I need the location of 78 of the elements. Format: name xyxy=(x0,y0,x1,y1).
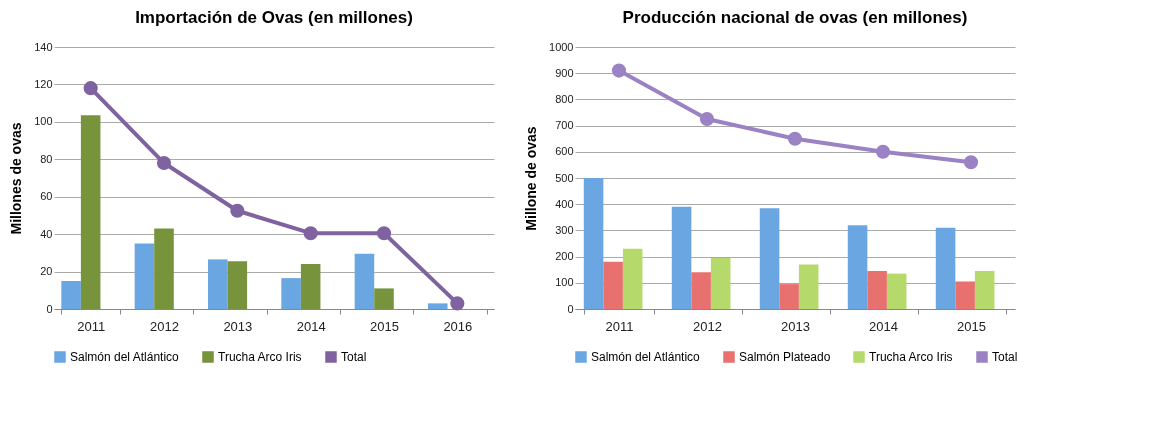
x-tick-label: 2011 xyxy=(77,318,106,334)
point xyxy=(376,226,392,241)
bar xyxy=(671,206,692,309)
point xyxy=(230,203,245,218)
bar xyxy=(134,243,155,309)
y-tick-label: 600 xyxy=(555,145,574,158)
x-tick-label: 2012 xyxy=(150,318,179,334)
y-tick-label: 200 xyxy=(555,250,574,263)
y-tick-label: 800 xyxy=(555,92,574,105)
bar xyxy=(227,261,248,309)
point xyxy=(963,155,979,170)
legend-label: Trucha Arco Iris xyxy=(218,350,302,364)
x-tick-label: 2013 xyxy=(223,318,253,334)
bar xyxy=(886,273,907,309)
bar xyxy=(847,225,868,309)
x-tick-label: 2015 xyxy=(370,318,399,334)
bar xyxy=(583,178,604,309)
bar xyxy=(154,228,174,309)
x-tick-label: 2011 xyxy=(605,318,634,334)
bar xyxy=(354,253,375,309)
x-tick-label: 2013 xyxy=(781,318,810,334)
y-tick-label: 300 xyxy=(555,223,574,236)
point xyxy=(303,226,318,241)
y-tick-label: 120 xyxy=(34,77,53,90)
bar xyxy=(61,280,81,309)
x-tick-label: 2015 xyxy=(957,318,986,334)
bar xyxy=(974,271,995,309)
y-tick-label: 1000 xyxy=(549,40,574,53)
legend-label: Total xyxy=(341,350,367,364)
legend-label: Salmón del Atlántico xyxy=(70,350,180,364)
y-axis-title: Millone de ovas xyxy=(523,126,540,231)
bar xyxy=(428,303,448,309)
legend-label: Salmón Plateado xyxy=(739,350,831,364)
legend-label: Trucha Arco Iris xyxy=(869,350,953,364)
y-tick-label: 100 xyxy=(555,276,574,289)
y-tick-label: 60 xyxy=(40,190,53,203)
y-tick-label: 900 xyxy=(555,66,574,79)
bar xyxy=(935,227,956,309)
y-tick-label: 500 xyxy=(555,171,574,184)
x-tick-label: 2014 xyxy=(869,318,898,334)
bar xyxy=(759,208,780,309)
bar xyxy=(867,271,887,309)
bar xyxy=(603,261,623,309)
bar xyxy=(798,264,819,309)
x-tick-label: 2016 xyxy=(443,318,473,334)
y-tick-label: 0 xyxy=(46,302,53,315)
bar xyxy=(300,264,321,309)
x-tick-label: 2014 xyxy=(296,318,326,334)
bar xyxy=(691,272,711,309)
legend-label: Total xyxy=(992,350,1018,364)
y-tick-label: 0 xyxy=(567,302,574,315)
y-tick-label: 20 xyxy=(40,265,53,278)
bar xyxy=(779,284,799,309)
x-tick-label: 2012 xyxy=(693,318,722,334)
y-tick-label: 400 xyxy=(555,197,574,210)
y-axis-title: Millones de ovas xyxy=(8,122,25,235)
bar xyxy=(955,281,975,309)
bar xyxy=(374,288,394,309)
y-tick-label: 80 xyxy=(40,152,53,165)
point xyxy=(699,111,715,127)
point xyxy=(611,63,627,78)
bar xyxy=(281,278,301,309)
y-tick-label: 40 xyxy=(40,227,53,240)
chart-title: Importación de Ovas (en millones) xyxy=(135,8,413,27)
bar xyxy=(710,257,731,309)
point xyxy=(787,131,803,146)
bar xyxy=(80,115,101,309)
chart-title: Producción nacional de ovas (en millones) xyxy=(622,8,968,27)
y-tick-label: 100 xyxy=(34,115,53,128)
legend-label: Salmón del Atlántico xyxy=(591,350,701,364)
y-tick-label: 140 xyxy=(34,40,53,53)
point xyxy=(156,155,172,171)
y-tick-label: 700 xyxy=(555,119,574,132)
bar xyxy=(622,248,643,309)
point xyxy=(875,144,891,159)
point xyxy=(83,81,98,96)
point xyxy=(450,296,465,311)
bar xyxy=(208,259,228,309)
